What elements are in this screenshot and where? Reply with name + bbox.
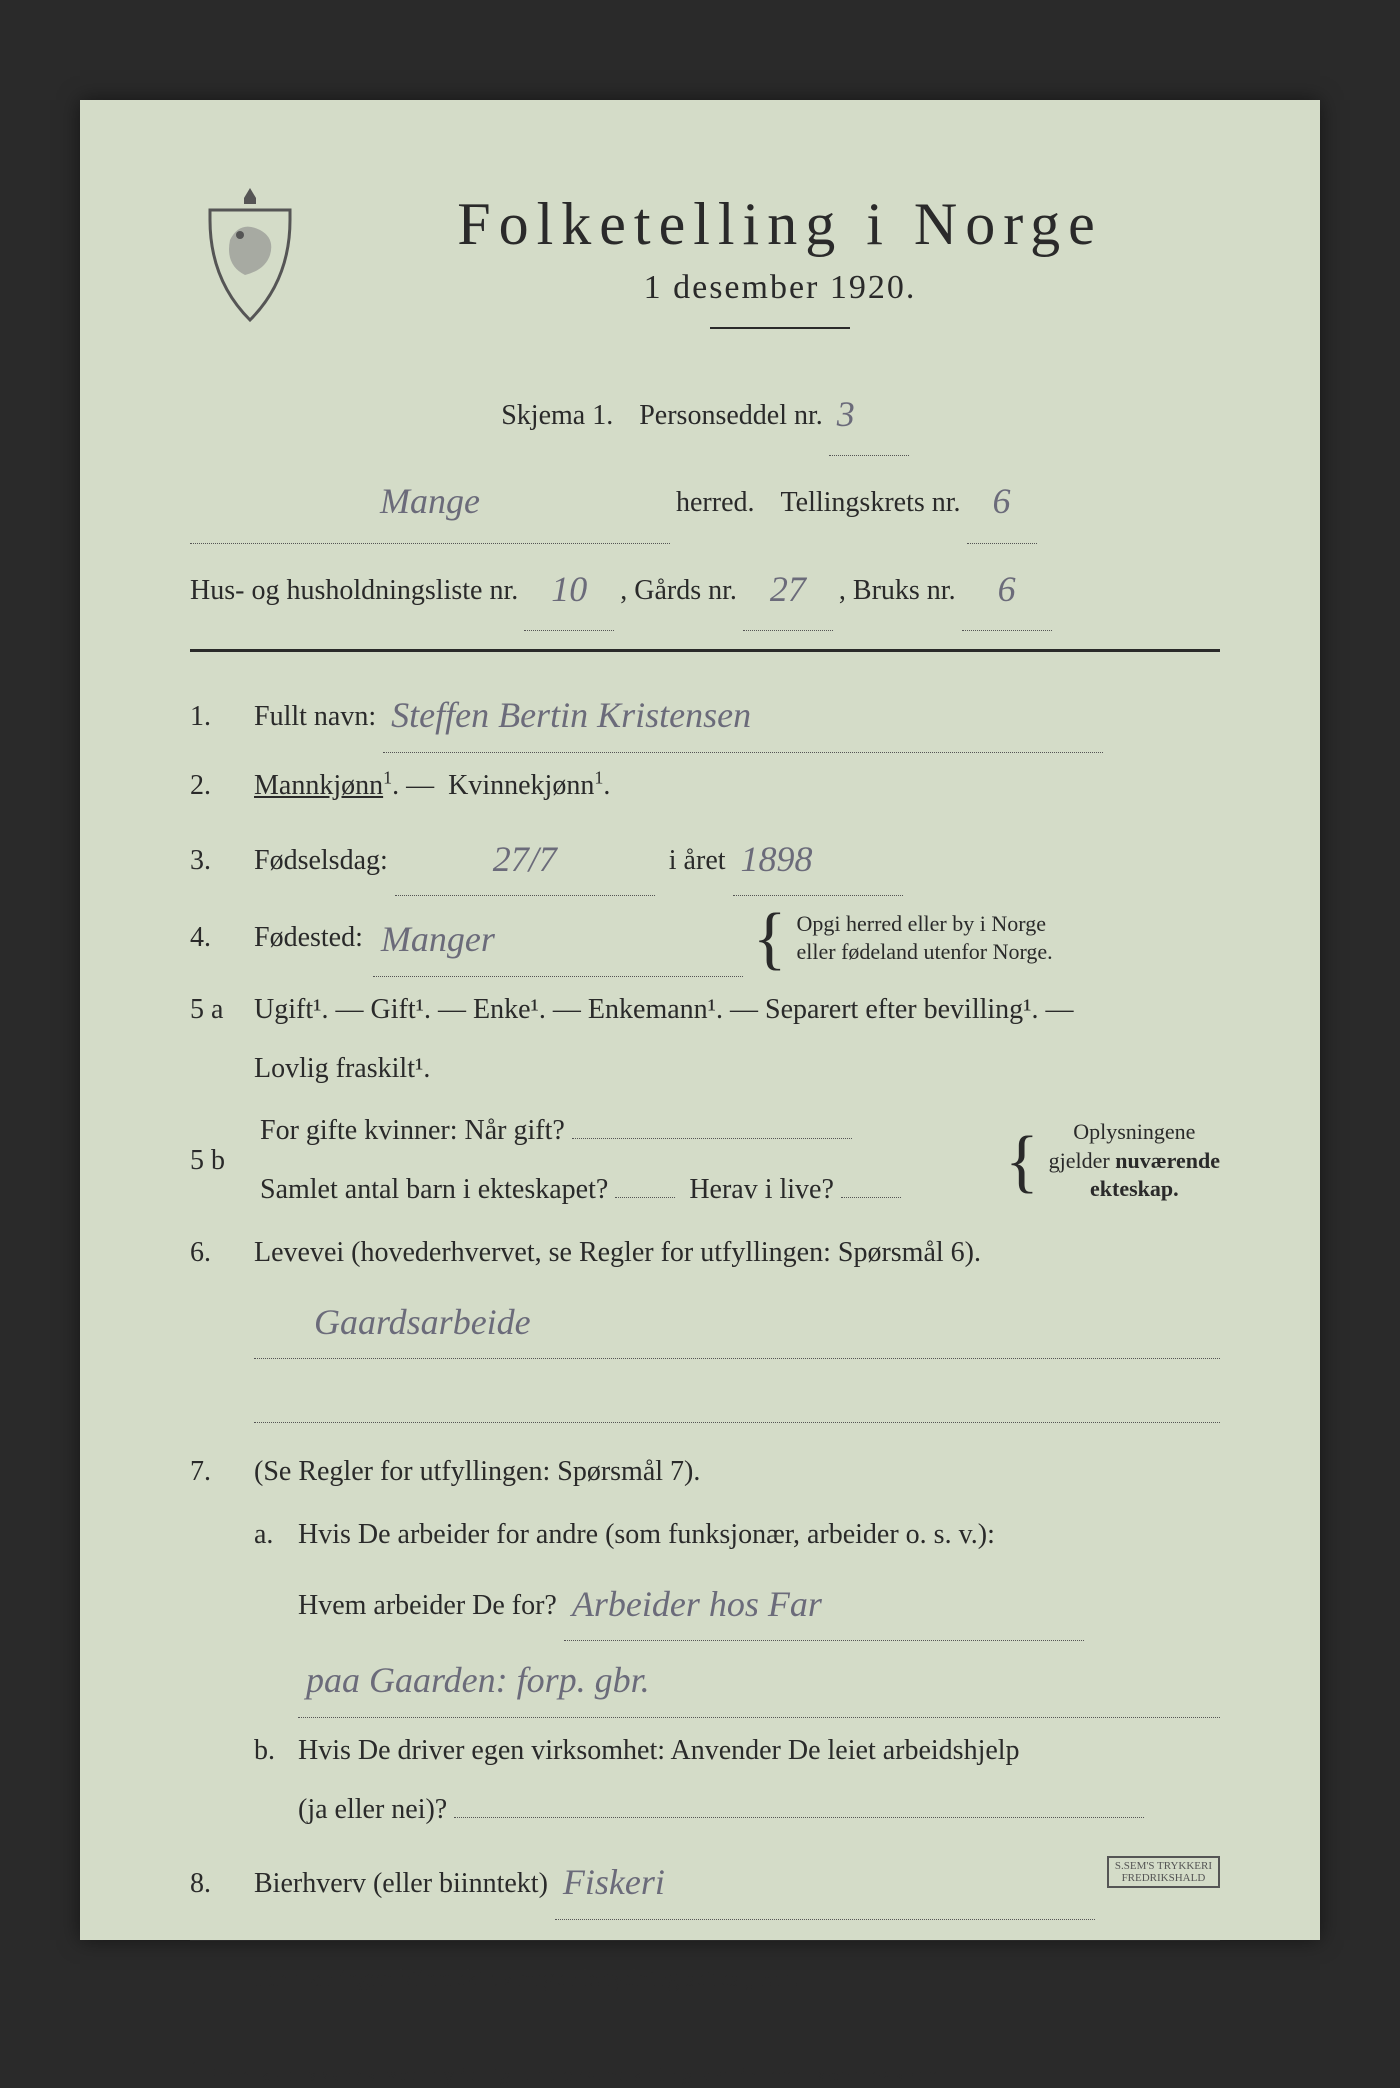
- q4-num: 4.: [190, 909, 240, 968]
- bruks-label: , Bruks nr.: [839, 557, 956, 624]
- q4: 4. Fødested: Manger { Opgi herred eller …: [190, 900, 1220, 977]
- q7a: a. Hvis De arbeider for andre (som funks…: [190, 1506, 1220, 1718]
- q5b-l2b: Herav i live?: [689, 1174, 834, 1205]
- husliste-line: Hus- og husholdningsliste nr. 10 , Gårds…: [190, 544, 1220, 631]
- husliste-label: Hus- og husholdningsliste nr.: [190, 557, 518, 624]
- subtitle: 1 desember 1920.: [340, 269, 1220, 307]
- personseddel-nr-field[interactable]: 3: [829, 369, 909, 456]
- q5b-live-field[interactable]: [841, 1165, 901, 1199]
- q2-num: 2.: [190, 757, 240, 816]
- tellingskrets-label: Tellingskrets nr.: [781, 469, 961, 536]
- q8-label: Bierhverv (eller biinntekt): [254, 1868, 548, 1899]
- q7: 7. (Se Regler for utfyllingen: Spørsmål …: [190, 1443, 1220, 1502]
- q3-year-field[interactable]: 1898: [733, 820, 903, 897]
- q7a-label: a.: [254, 1506, 284, 1565]
- q1: 1. Fullt navn: Steffen Bertin Kristensen: [190, 676, 1220, 753]
- q3: 3. Fødselsdag: 27/7 i året 1898: [190, 820, 1220, 897]
- footnote-rule: [190, 2026, 1220, 2028]
- printer-stamp: S.SEM'S TRYKKERI FREDRIKSHALD: [1107, 1856, 1220, 1888]
- gards-label: , Gårds nr.: [620, 557, 737, 624]
- q7b-field[interactable]: [454, 1784, 1144, 1818]
- q1-label: Fullt navn:: [254, 701, 376, 732]
- q6-field-2[interactable]: [254, 1389, 1220, 1423]
- q4-label: Fødested:: [254, 909, 363, 968]
- skjema-line: Skjema 1. Personseddel nr. 3: [190, 369, 1220, 456]
- q3-day-field[interactable]: 27/7: [395, 820, 655, 897]
- q6-field[interactable]: Gaardsarbeide: [254, 1283, 1220, 1360]
- q7a-l1: Hvis De arbeider for andre (som funksjon…: [298, 1519, 995, 1550]
- herred-field[interactable]: Mange: [190, 456, 670, 543]
- thin-rule: [190, 1940, 1220, 1941]
- census-form-page: Folketelling i Norge 1 desember 1920. Sk…: [80, 100, 1320, 1940]
- q2-female: Kvinnekjønn: [448, 770, 594, 801]
- coat-of-arms-icon: [190, 180, 310, 330]
- q1-num: 1.: [190, 688, 240, 747]
- herred-line: Mange herred. Tellingskrets nr. 6: [190, 456, 1220, 543]
- q7b-label: b.: [254, 1722, 284, 1781]
- q7-num: 7.: [190, 1443, 240, 1502]
- header: Folketelling i Norge 1 desember 1920.: [190, 180, 1220, 359]
- gards-field[interactable]: 27: [743, 544, 833, 631]
- footnote: 1 Her kan svares ved tydelig understrekn…: [190, 2058, 1220, 2088]
- q5b-num: 5 b: [190, 1132, 240, 1191]
- q3-num: 3.: [190, 832, 240, 891]
- q5b-barn-field[interactable]: [615, 1165, 675, 1199]
- personseddel-label: Personseddel nr.: [639, 382, 823, 449]
- q7a-field-1[interactable]: Arbeider hos Far: [564, 1565, 1084, 1642]
- q7b-l2: (ja eller nei)?: [298, 1794, 447, 1825]
- q3-mid: i året: [669, 845, 726, 876]
- q5b: 5 b For gifte kvinner: Når gift? Samlet …: [190, 1102, 1220, 1220]
- q5b-l1: For gifte kvinner: Når gift?: [260, 1115, 565, 1146]
- q8-num: 8.: [190, 1855, 240, 1914]
- q5a-num: 5 a: [190, 981, 240, 1040]
- footer-note: Har man ingen biinntekt av nogen betydni…: [190, 1951, 1220, 2009]
- q4-note: { Opgi herred eller by i Norge eller fød…: [753, 910, 1053, 967]
- q5b-note: { Oplysningene gjelder nuværende ekteska…: [1005, 1118, 1220, 1204]
- bruks-field[interactable]: 6: [962, 544, 1052, 631]
- q8-field[interactable]: Fiskeri: [555, 1843, 1095, 1920]
- q7-header: (Se Regler for utfyllingen: Spørsmål 7).: [254, 1456, 700, 1487]
- skjema-label: Skjema 1.: [501, 382, 613, 449]
- q6: 6. Levevei (hovederhvervet, se Regler fo…: [190, 1224, 1220, 1423]
- q4-field[interactable]: Manger: [373, 900, 743, 977]
- tellingskrets-field[interactable]: 6: [967, 456, 1037, 543]
- q6-label: Levevei (hovederhvervet, se Regler for u…: [254, 1237, 981, 1268]
- q5a-opts: Ugift¹. — Gift¹. — Enke¹. — Enkemann¹. —…: [254, 994, 1074, 1025]
- q5b-gift-field[interactable]: [572, 1106, 852, 1140]
- husliste-field[interactable]: 10: [524, 544, 614, 631]
- q2: 2. Mannkjønn1. — Kvinnekjønn1.: [190, 757, 1220, 816]
- herred-label: herred.: [676, 469, 755, 536]
- q7b: b. Hvis De driver egen virksomhet: Anven…: [190, 1722, 1220, 1840]
- q3-label: Fødselsdag:: [254, 845, 388, 876]
- title-block: Folketelling i Norge 1 desember 1920.: [340, 180, 1220, 359]
- q5b-l2a: Samlet antal barn i ekteskapet?: [260, 1174, 608, 1205]
- q7b-l1: Hvis De driver egen virksomhet: Anvender…: [298, 1735, 1020, 1766]
- q7a-field-2[interactable]: paa Gaarden: forp. gbr.: [298, 1641, 1220, 1718]
- main-title: Folketelling i Norge: [340, 190, 1220, 259]
- q8: 8. Bierhverv (eller biinntekt) Fiskeri: [190, 1843, 1220, 1920]
- q5a: 5 a Ugift¹. — Gift¹. — Enke¹. — Enkemann…: [190, 981, 1220, 1099]
- q2-male: Mannkjønn: [254, 770, 383, 801]
- q5a-opts2: Lovlig fraskilt¹.: [254, 1053, 430, 1084]
- q6-num: 6.: [190, 1224, 240, 1283]
- q1-field[interactable]: Steffen Bertin Kristensen: [383, 676, 1103, 753]
- section-divider-1: [190, 649, 1220, 652]
- q7a-l2: Hvem arbeider De for?: [298, 1590, 557, 1621]
- title-rule: [710, 327, 850, 329]
